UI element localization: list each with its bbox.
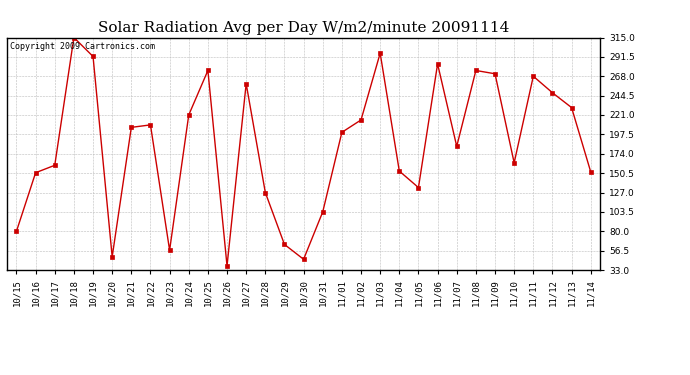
Title: Solar Radiation Avg per Day W/m2/minute 20091114: Solar Radiation Avg per Day W/m2/minute … <box>98 21 509 35</box>
Text: Copyright 2009 Cartronics.com: Copyright 2009 Cartronics.com <box>10 42 155 51</box>
